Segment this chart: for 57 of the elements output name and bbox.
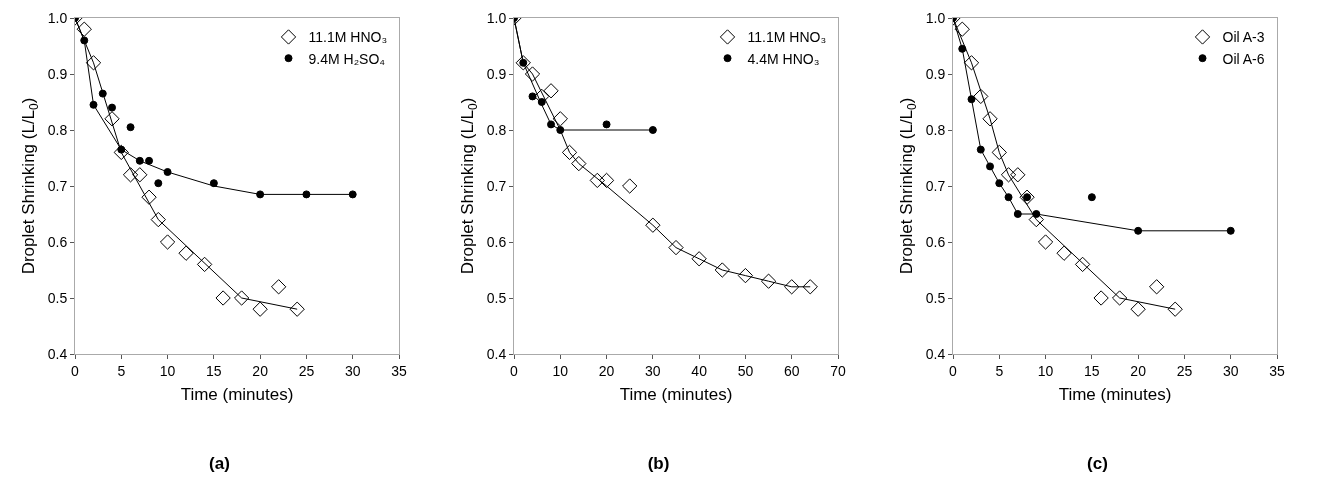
y-tick-label: 0.9 bbox=[486, 65, 507, 82]
y-tick-label: 0.4 bbox=[47, 345, 68, 362]
y-tick-label: 0.7 bbox=[925, 177, 946, 194]
x-tick-label: 50 bbox=[737, 362, 754, 379]
x-tick-label: 35 bbox=[1269, 362, 1285, 379]
x-axis-title: Time (minutes) bbox=[180, 385, 294, 405]
x-tick-label: 20 bbox=[598, 362, 615, 379]
text: (a) bbox=[209, 454, 230, 474]
x-tick-label: 20 bbox=[1130, 362, 1147, 379]
legend-label: Oil A-6 bbox=[1222, 50, 1265, 67]
x-tick-label: 30 bbox=[645, 362, 661, 379]
legend-label: Oil A-3 bbox=[1222, 29, 1265, 46]
legend-label: 9.4M H₂SO₄ bbox=[308, 50, 386, 67]
x-tick-label: 25 bbox=[1176, 362, 1193, 379]
y-tick-label: 0.8 bbox=[486, 121, 507, 138]
x-tick-label: 35 bbox=[391, 362, 407, 379]
y-tick-label: 1.0 bbox=[925, 9, 946, 26]
y-tick-label: 0.7 bbox=[47, 177, 68, 194]
legend-label: 11.1M HNO₃ bbox=[308, 29, 388, 46]
x-tick-label: 25 bbox=[298, 362, 315, 379]
x-tick-label: 30 bbox=[1222, 362, 1239, 379]
x-tick-label: 0 bbox=[71, 362, 80, 379]
x-tick-label: 10 bbox=[159, 362, 176, 379]
y-tick-label: 0.6 bbox=[47, 233, 68, 250]
y-tick-label: 0.6 bbox=[486, 233, 507, 250]
x-tick-label: 60 bbox=[783, 362, 800, 379]
text: (b) bbox=[647, 454, 670, 474]
y-tick-label: 0.4 bbox=[925, 345, 946, 362]
y-tick-label: 0.5 bbox=[47, 289, 68, 306]
y-tick-label: 0.9 bbox=[925, 65, 946, 82]
y-tick-label: 0.8 bbox=[925, 121, 946, 138]
y-tick-label: 0.7 bbox=[486, 177, 507, 194]
legend-label: 4.4M HNO₃ bbox=[747, 50, 820, 67]
x-tick-label: 30 bbox=[344, 362, 361, 379]
y-tick-label: 1.0 bbox=[486, 9, 507, 26]
x-tick-label: 10 bbox=[1037, 362, 1054, 379]
y-tick-label: 0.9 bbox=[47, 65, 68, 82]
y-tick-label: 0.4 bbox=[486, 345, 507, 362]
x-tick-label: 0 bbox=[510, 362, 519, 379]
x-tick-label: 70 bbox=[830, 362, 846, 379]
x-tick-label: 5 bbox=[117, 362, 126, 379]
x-tick-label: 15 bbox=[1084, 362, 1100, 379]
x-tick-label: 10 bbox=[552, 362, 569, 379]
legend-label: 11.1M HNO₃ bbox=[747, 29, 827, 46]
x-axis-title: Time (minutes) bbox=[1058, 385, 1172, 405]
x-tick-label: 5 bbox=[995, 362, 1004, 379]
x-tick-label: 0 bbox=[949, 362, 958, 379]
y-tick-label: 0.5 bbox=[486, 289, 507, 306]
x-tick-label: 15 bbox=[206, 362, 222, 379]
y-tick-label: 0.8 bbox=[47, 121, 68, 138]
y-tick-label: 1.0 bbox=[47, 9, 68, 26]
x-tick-label: 20 bbox=[252, 362, 269, 379]
text: (c) bbox=[1087, 454, 1108, 474]
x-tick-label: 40 bbox=[691, 362, 708, 379]
x-axis-title: Time (minutes) bbox=[619, 385, 733, 405]
y-tick-label: 0.6 bbox=[925, 233, 946, 250]
y-tick-label: 0.5 bbox=[925, 289, 946, 306]
